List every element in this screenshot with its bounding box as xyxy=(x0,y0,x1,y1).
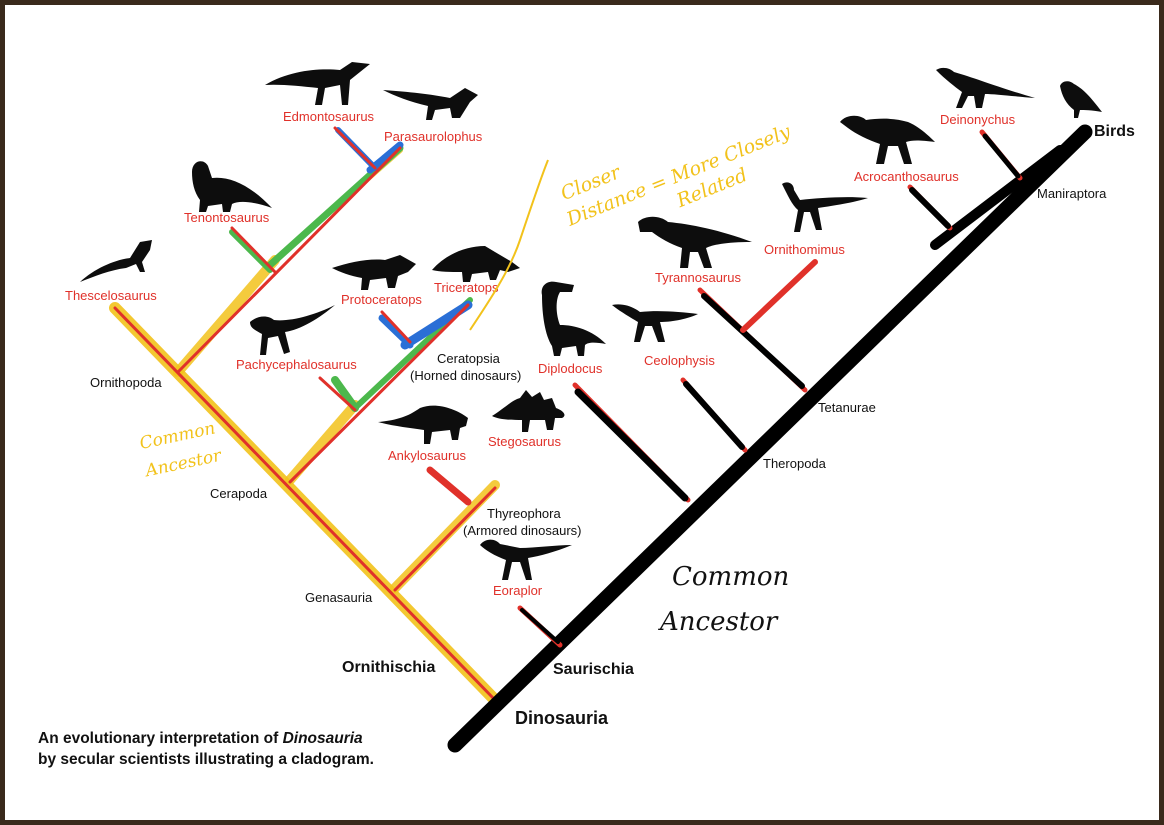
tyrannosaurus-silhouette xyxy=(638,216,752,268)
label-ankylosaurus: Ankylosaurus xyxy=(388,448,467,463)
label-acrocanthosaurus: Acrocanthosaurus xyxy=(854,169,959,184)
label-thyreophora-sub: (Armored dinosaurs) xyxy=(463,523,582,538)
figure-caption: An evolutionary interpretation of Dinosa… xyxy=(38,728,374,770)
pachycephalosaurus-silhouette xyxy=(250,305,335,355)
label-genasauria: Genasauria xyxy=(305,590,373,605)
pointer-line xyxy=(469,159,549,331)
label-ceolophysis: Ceolophysis xyxy=(644,353,715,368)
label-ornithomimus: Ornithomimus xyxy=(764,242,845,257)
taxon-labels: Edmontosaurus Parasaurolophus Tenontosau… xyxy=(65,109,634,728)
label-ornithopoda: Ornithopoda xyxy=(90,375,162,390)
label-ceratopsia: Ceratopsia xyxy=(437,351,501,366)
ankylosaurus-silhouette xyxy=(378,405,468,444)
label-tyrannosaurus: Tyrannosaurus xyxy=(655,270,741,285)
label-triceratops: Triceratops xyxy=(434,280,499,295)
label-saurischia: Saurischia xyxy=(553,661,634,678)
deinonychus-silhouette xyxy=(936,67,1035,108)
caption-line1: An evolutionary interpretation of Dinosa… xyxy=(38,728,374,749)
note-common-black-1: Common xyxy=(672,562,789,592)
label-stegosaurus: Stegosaurus xyxy=(488,434,561,449)
label-thescelosaurus: Thescelosaurus xyxy=(65,288,157,303)
bird-silhouette xyxy=(1060,81,1102,118)
label-tenontosaurus: Tenontosaurus xyxy=(184,210,270,225)
label-theropoda: Theropoda xyxy=(763,456,827,471)
parasaurolophus-silhouette xyxy=(383,88,478,120)
edmontosaurus-silhouette xyxy=(265,62,370,105)
dinosaur-silhouettes xyxy=(80,62,1102,580)
label-ceratopsia-sub: (Horned dinosaurs) xyxy=(410,368,521,383)
eoraptor-silhouette xyxy=(480,539,572,580)
label-cerapoda: Cerapoda xyxy=(210,486,268,501)
label-protoceratops: Protoceratops xyxy=(341,292,422,307)
triceratops-silhouette xyxy=(432,246,520,282)
label-ornithischia: Ornithischia xyxy=(342,659,435,676)
label-parasaurolophus: Parasaurolophus xyxy=(384,129,483,144)
stegosaurus-silhouette xyxy=(492,390,565,432)
label-dinosauria: Dinosauria xyxy=(515,708,609,728)
label-deinonychus: Deinonychus xyxy=(940,112,1016,127)
thescelosaurus-silhouette xyxy=(80,240,152,282)
label-tetanurae: Tetanurae xyxy=(818,400,876,415)
acrocanthosaurus-silhouette xyxy=(840,115,935,164)
label-pachycephalosaurus: Pachycephalosaurus xyxy=(236,357,357,372)
note-common-black-2: Ancestor xyxy=(658,607,779,637)
label-thyreophora: Thyreophora xyxy=(487,506,561,521)
ornithischia-branches xyxy=(109,126,501,706)
ornithomimus-silhouette xyxy=(782,182,868,232)
caption-line2: by secular scientists illustrating a cla… xyxy=(38,751,374,768)
common-ancestor-yellow-note: Common Ancestor xyxy=(138,418,224,481)
tenontosaurus-silhouette xyxy=(192,161,272,212)
label-eoraptor: Eoraplor xyxy=(493,583,543,598)
saurischia-branches xyxy=(447,124,1093,753)
caption-line1-italic: Dinosauria xyxy=(282,730,363,747)
label-birds: Birds xyxy=(1094,123,1135,140)
protoceratops-silhouette xyxy=(332,255,416,290)
branch-lines xyxy=(109,124,1093,753)
diplodocus-silhouette xyxy=(541,281,606,356)
label-maniraptora: Maniraptora xyxy=(1037,186,1107,201)
saurischian-labels: Diplodocus Ceolophysis Tyrannosaurus Orn… xyxy=(538,112,1135,471)
ceolophysis-silhouette xyxy=(612,304,698,342)
label-diplodocus: Diplodocus xyxy=(538,361,603,376)
label-edmontosaurus: Edmontosaurus xyxy=(283,109,375,124)
caption-line1-text: An evolutionary interpretation of xyxy=(38,730,283,747)
